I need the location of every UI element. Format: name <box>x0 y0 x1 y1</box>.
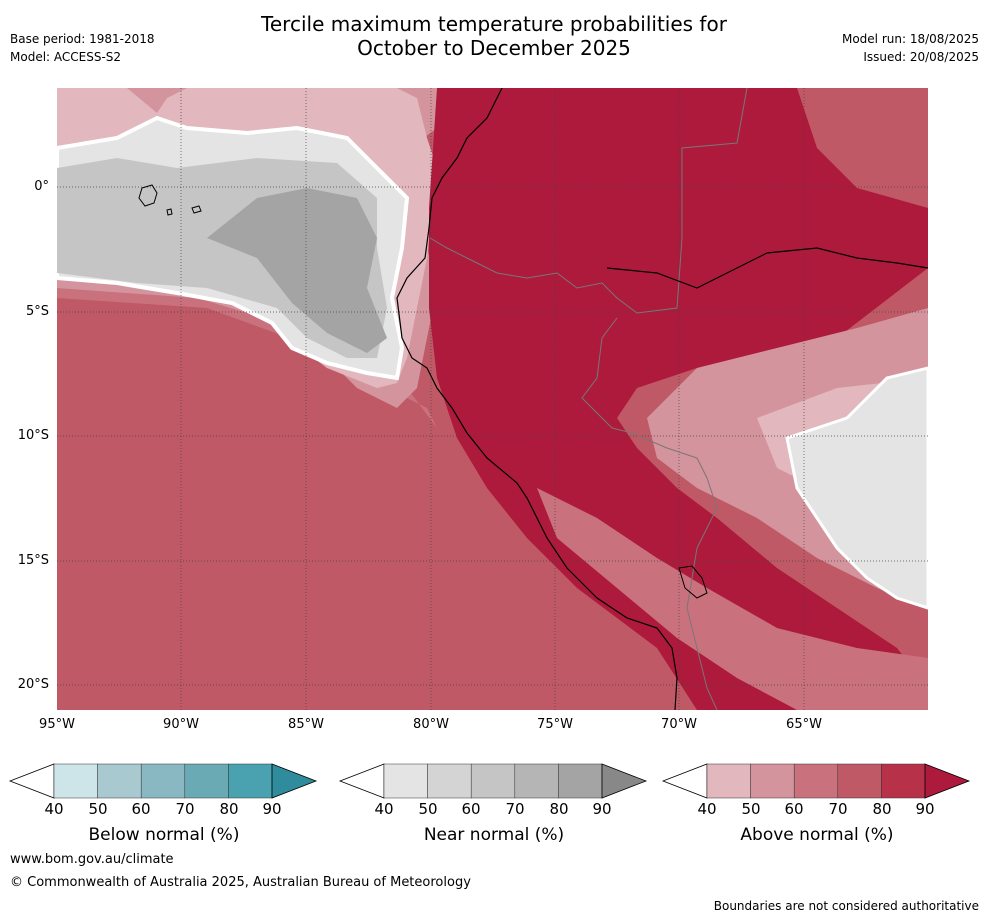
colorbar-near-min-arrow <box>338 763 385 799</box>
lon-label-65w: 65°W <box>786 717 822 732</box>
coastline <box>396 88 678 710</box>
colorbar-below-segment-1 <box>97 763 142 799</box>
footer-disclaimer: Boundaries are not considered authoritat… <box>713 899 979 913</box>
meta-right: Model run: 18/08/2025 Issued: 20/08/2025 <box>842 30 979 66</box>
probability-map <box>57 88 928 710</box>
cb-above-tick-60: 60 <box>784 800 804 818</box>
colorbar-below-segment-3 <box>184 763 229 799</box>
south-band-70 <box>537 488 928 710</box>
colorbar-near-max-arrow <box>601 763 648 799</box>
map-title: Tercile maximum temperature probabilitie… <box>0 12 988 60</box>
colorbar-below-title: Below normal (%) <box>88 825 240 845</box>
colorbar-near-segment-3 <box>514 763 559 799</box>
above-normal-core <box>429 88 928 710</box>
colorbar-above-title: Above normal (%) <box>740 825 894 845</box>
colorbar-above-min-arrow <box>661 763 708 799</box>
lon-label-70w: 70°W <box>661 717 697 732</box>
lat-label-10s: 10°S <box>17 428 49 443</box>
colorbar-above-segment-3 <box>837 763 882 799</box>
base-period-text: Base period: 1981-2018 <box>10 32 155 46</box>
colorbar-above-max-arrow <box>924 763 971 799</box>
colorbar-above-segment-4 <box>881 763 926 799</box>
colorbar-near-segment-2 <box>470 763 516 799</box>
cb-near-tick-90: 90 <box>592 800 612 818</box>
colorbar-above-segment-1 <box>750 763 795 799</box>
colorbar-near-segment-4 <box>558 763 603 799</box>
colorbar-below-max-arrow <box>271 763 318 799</box>
cb-below-tick-90: 90 <box>262 800 282 818</box>
cb-below-tick-70: 70 <box>175 800 195 818</box>
lon-label-90w: 90°W <box>163 717 199 732</box>
colorbar-near <box>338 763 648 799</box>
cb-above-tick-70: 70 <box>828 800 848 818</box>
colorbar-above-segment-2 <box>793 763 839 799</box>
river-amazon <box>606 247 928 289</box>
colorbar-below <box>8 763 318 799</box>
cb-above-tick-50: 50 <box>741 800 761 818</box>
colorbar-below-min-arrow <box>8 763 55 799</box>
cb-near-tick-50: 50 <box>418 800 438 818</box>
cb-below-tick-40: 40 <box>44 800 64 818</box>
cb-below-tick-80: 80 <box>219 800 239 818</box>
colorbar-below-segment-4 <box>228 763 273 799</box>
cb-above-tick-40: 40 <box>697 800 717 818</box>
lon-label-80w: 80°W <box>413 717 449 732</box>
colorbar-below-segment-2 <box>140 763 186 799</box>
cb-near-tick-60: 60 <box>461 800 481 818</box>
lat-label-5s: 5°S <box>25 304 49 319</box>
lat-label-0: 0° <box>34 179 49 194</box>
graticule <box>57 88 928 710</box>
cb-above-tick-80: 80 <box>872 800 892 818</box>
model-run-text: Model run: 18/08/2025 <box>841 32 979 46</box>
lon-label-75w: 75°W <box>537 717 573 732</box>
cb-above-tick-90: 90 <box>915 800 935 818</box>
colorbar-near-title: Near normal (%) <box>423 825 565 845</box>
issued-text: Issued: 20/08/2025 <box>863 50 979 64</box>
cb-below-tick-50: 50 <box>88 800 108 818</box>
colorbar-near-segment-0 <box>383 763 428 799</box>
country-border-south <box>581 317 718 710</box>
lake-titicaca <box>678 565 708 599</box>
cb-near-tick-40: 40 <box>374 800 394 818</box>
galapagos-islands <box>138 184 202 216</box>
colorbar-near-segment-1 <box>427 763 472 799</box>
lat-label-20s: 20°S <box>17 677 49 692</box>
model-text: Model: ACCESS-S2 <box>10 50 122 64</box>
lat-label-15s: 15°S <box>17 553 49 568</box>
colorbar-above-segment-0 <box>706 763 751 799</box>
colorbar-above <box>661 763 971 799</box>
meta-left: Base period: 1981-2018 Model: ACCESS-S2 <box>10 30 155 66</box>
colorbar-below-segment-0 <box>53 763 98 799</box>
near-normal-region-east <box>785 366 928 610</box>
lon-label-85w: 85°W <box>288 717 324 732</box>
lon-label-95w: 95°W <box>39 717 75 732</box>
footer-url: www.bom.gov.au/climate <box>10 852 174 867</box>
country-border-north <box>429 88 748 314</box>
cb-near-tick-80: 80 <box>549 800 569 818</box>
cb-below-tick-60: 60 <box>131 800 151 818</box>
title-line-2: October to December 2025 <box>357 36 631 60</box>
title-line-1: Tercile maximum temperature probabilitie… <box>261 12 727 36</box>
footer-copyright: © Commonwealth of Australia 2025, Austra… <box>10 875 471 890</box>
cb-near-tick-70: 70 <box>505 800 525 818</box>
